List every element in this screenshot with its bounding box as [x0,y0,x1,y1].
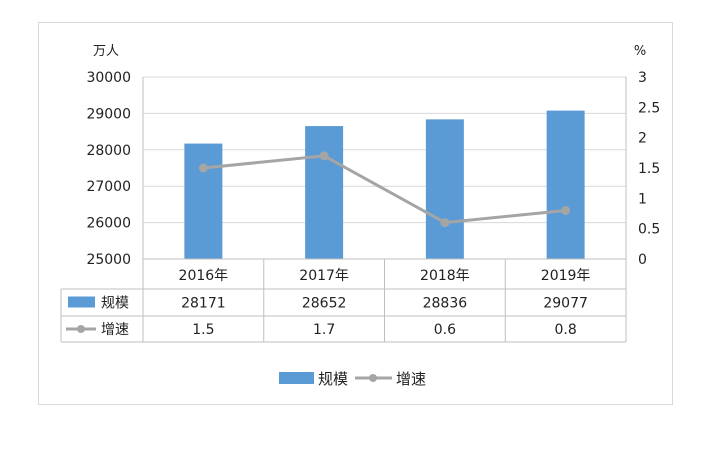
table-cell-value: 29077 [543,296,588,312]
y-right-tick-label: 2.5 [638,100,660,116]
line-增速 [203,154,566,225]
table-legend-swatch-marker [77,325,85,333]
category-label: 2017年 [299,268,349,284]
table-cell-value: 28652 [302,296,347,312]
bar-规模 [546,110,585,259]
y-left-tick-label: 29000 [86,106,131,122]
bar-规模 [305,126,344,259]
table-cell-value: 0.8 [554,322,576,338]
line-point-增速 [561,205,571,215]
table-row-label: 规模 [101,296,129,312]
y-left-tick-label: 28000 [86,143,131,159]
y-left-tick-label: 30000 [86,70,131,86]
y-left-tick-label: 27000 [86,179,131,195]
y-right-tick-label: 2 [638,131,647,147]
legend-label: 增速 [396,370,426,388]
y-left-tick-label: 26000 [86,216,131,232]
line-point-增速 [440,218,450,228]
y-right-tick-label: 1.5 [638,161,660,177]
table-row-label: 增速 [101,322,129,338]
y-right-tick-label: 1 [638,191,647,207]
table-legend-swatch-bar [68,296,95,308]
line-point-增速 [198,163,208,173]
y-right-tick-label: 0 [638,252,647,268]
legend-label: 规模 [318,370,348,388]
category-label: 2018年 [420,268,470,284]
bar-规模 [425,119,464,259]
bar-规模 [184,143,223,259]
category-label: 2016年 [179,268,229,284]
table-cell-value: 0.6 [434,322,456,338]
table-cell-value: 1.7 [313,322,335,338]
y-right-tick-label: 3 [638,70,647,86]
y-left-unit: 万人 [93,44,119,59]
legend-swatch-marker [369,374,377,382]
y-left-tick-label: 25000 [86,252,131,268]
table-cell-value: 1.5 [192,322,214,338]
legend-swatch-bar [279,372,314,384]
line-point-增速 [319,151,329,161]
category-label: 2019年 [541,268,591,284]
table-cell-value: 28836 [423,296,468,312]
y-right-tick-label: 0.5 [638,222,660,238]
y-right-unit: % [634,44,646,59]
table-cell-value: 28171 [181,296,226,312]
